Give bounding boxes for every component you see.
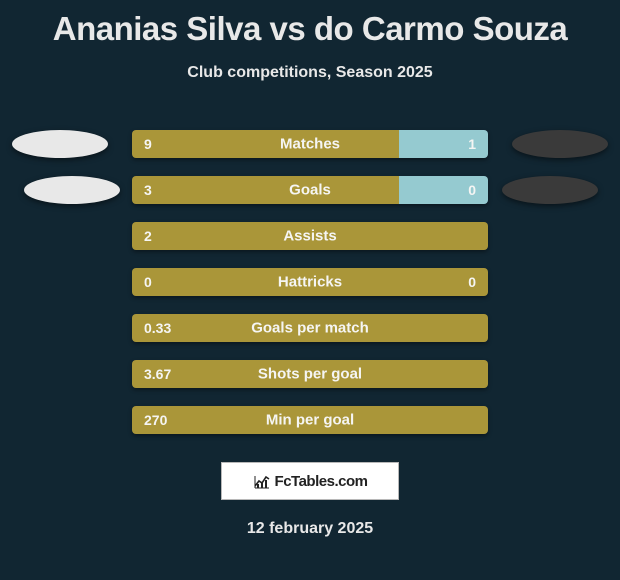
stat-bars: 9 1 Matches 3 0 Goals 2 Assists 0 0 Hattricks 0.33 G…	[132, 130, 488, 434]
stat-bar-left	[132, 176, 399, 204]
stat-row: 2 Assists	[132, 222, 488, 250]
logo-text: FcTables.com	[275, 473, 368, 490]
stat-value-left: 0	[144, 274, 152, 290]
stat-row: 3.67 Shots per goal	[132, 360, 488, 388]
player-right-badge-2	[502, 176, 598, 204]
fctables-logo[interactable]: FcTables.com	[221, 462, 399, 500]
stat-value-right: 0	[468, 182, 476, 198]
page-subtitle: Club competitions, Season 2025	[0, 64, 620, 82]
stat-bar-left	[132, 130, 399, 158]
stat-row: 270 Min per goal	[132, 406, 488, 434]
stat-value-right: 0	[468, 274, 476, 290]
stat-value-left: 3.67	[144, 366, 171, 382]
stat-label: Shots per goal	[258, 366, 362, 383]
stat-label: Min per goal	[266, 412, 354, 429]
stat-row: 0.33 Goals per match	[132, 314, 488, 342]
stat-value-left: 9	[144, 136, 152, 152]
stat-row: 0 0 Hattricks	[132, 268, 488, 296]
player-left-badge-1	[12, 130, 108, 158]
stat-value-left: 0.33	[144, 320, 171, 336]
stat-label: Goals	[289, 182, 331, 199]
stat-label: Hattricks	[278, 274, 342, 291]
stat-value-left: 270	[144, 412, 167, 428]
stat-value-left: 3	[144, 182, 152, 198]
stat-value-right: 1	[468, 136, 476, 152]
stat-label: Goals per match	[251, 320, 369, 337]
chart-icon	[253, 472, 271, 490]
stat-label: Matches	[280, 136, 340, 153]
stat-label: Assists	[283, 228, 336, 245]
stats-area: 9 1 Matches 3 0 Goals 2 Assists 0 0 Hattricks 0.33 G…	[0, 130, 620, 434]
date-label: 12 february 2025	[0, 520, 620, 538]
player-left-badge-2	[24, 176, 120, 204]
page-title: Ananias Silva vs do Carmo Souza	[0, 0, 620, 48]
player-right-badge-1	[512, 130, 608, 158]
stat-row: 3 0 Goals	[132, 176, 488, 204]
stat-row: 9 1 Matches	[132, 130, 488, 158]
stat-value-left: 2	[144, 228, 152, 244]
